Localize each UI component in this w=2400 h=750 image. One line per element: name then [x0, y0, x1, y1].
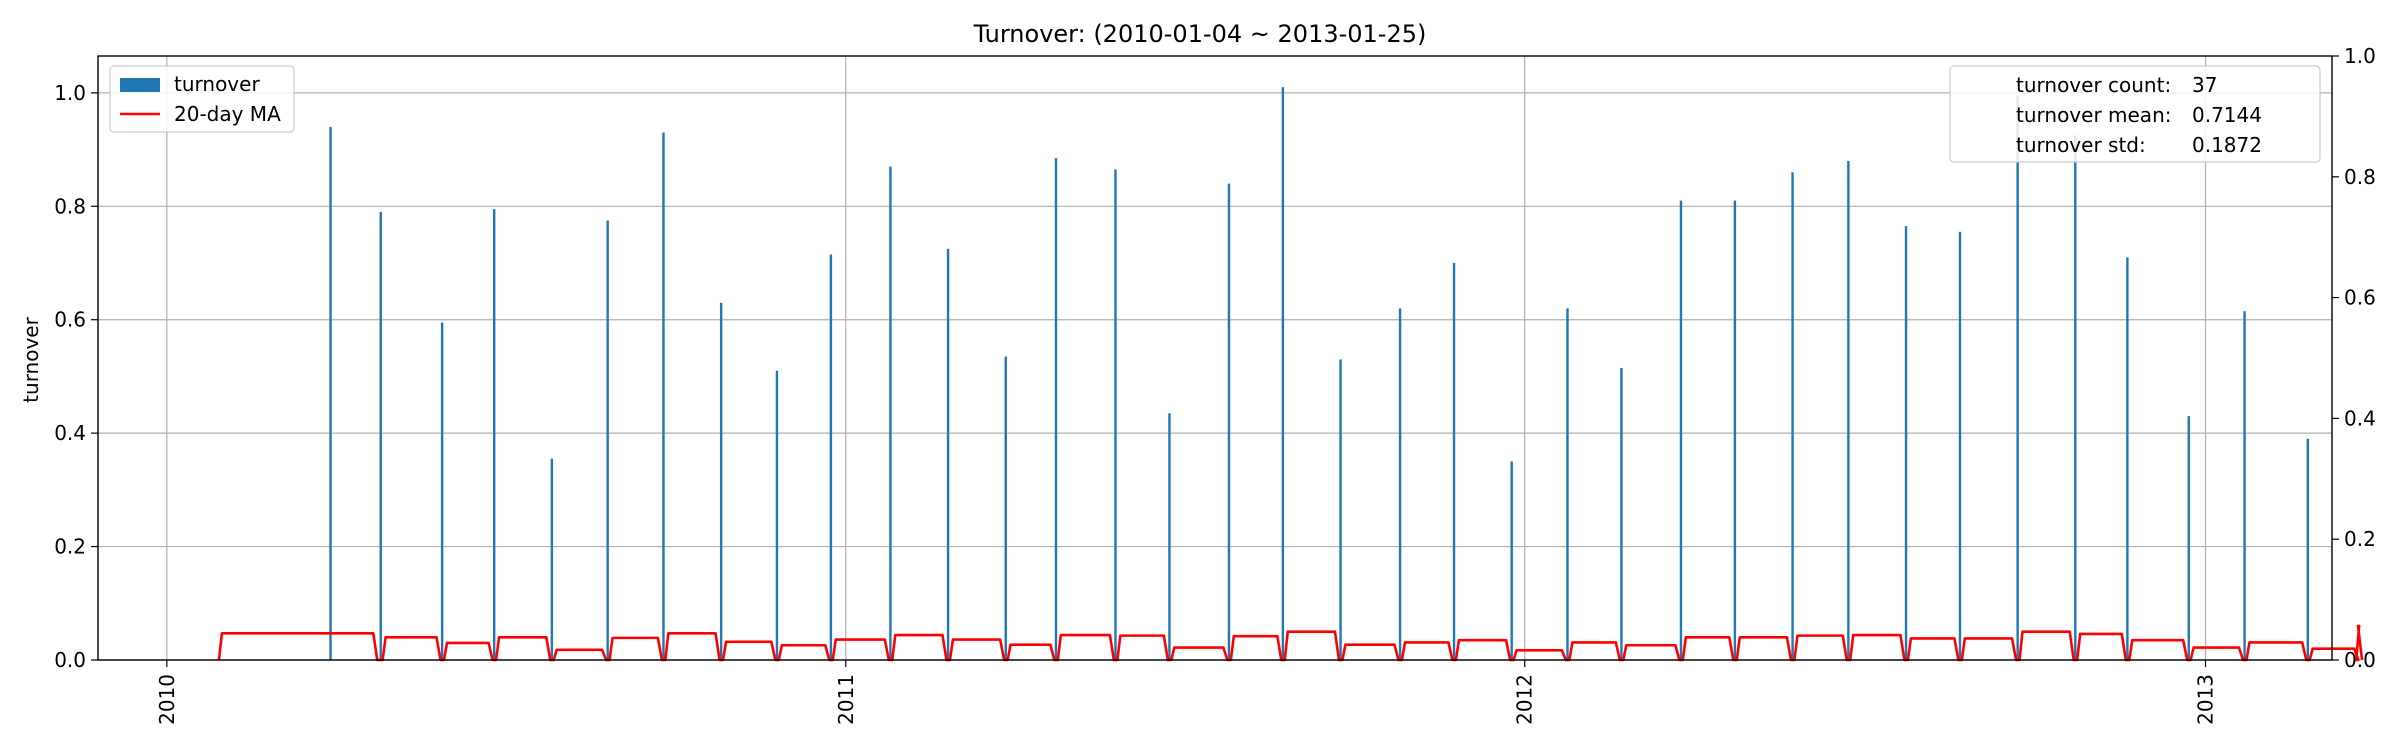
turnover-bar — [1054, 158, 1058, 660]
turnover-bar — [440, 322, 444, 660]
y-right-tick-label: 0.2 — [2344, 527, 2376, 551]
stats-label: turnover count: — [2016, 73, 2171, 97]
turnover-bar — [493, 209, 496, 660]
turnover-bar — [889, 166, 892, 660]
y-tick-label: 0.6 — [54, 308, 86, 332]
stats-box: turnover count: 37 turnover mean: 0.7144 tur… — [1949, 65, 2321, 163]
legend: turnover 20-day MA — [109, 65, 295, 133]
turnover-bar — [1791, 172, 1794, 660]
stats-value: 0.1872 — [2192, 133, 2262, 157]
turnover-bar — [1566, 308, 1569, 660]
y-axis-label: turnover — [19, 316, 43, 402]
turnover-bar — [1114, 169, 1117, 660]
legend-label-ma: 20-day MA — [174, 102, 281, 126]
y-right-tick-label: 0.4 — [2344, 406, 2376, 430]
turnover-bar — [550, 458, 554, 660]
legend-label-turnover: turnover — [174, 72, 260, 96]
turnover-bar — [1620, 367, 1623, 660]
chart-title: Turnover: (2010-01-04 ~ 2013-01-25) — [973, 20, 1427, 48]
x-tick-label: 2013 — [2194, 674, 2218, 725]
y-right-tick-label: 0.8 — [2344, 165, 2376, 189]
turnover-bar — [2074, 135, 2077, 661]
turnover-bar — [1004, 356, 1007, 660]
stats-box-frame — [1949, 65, 2321, 163]
turnover-bar — [1679, 200, 1683, 660]
turnover-bar — [1510, 461, 1513, 660]
stats-label: turnover std: — [2016, 133, 2146, 157]
x-tick-label: 2010 — [155, 674, 179, 725]
y-tick-label: 0.8 — [54, 194, 86, 218]
turnover-bar — [2306, 438, 2310, 660]
x-tick-label: 2011 — [834, 674, 858, 725]
plot-frame — [97, 55, 2333, 661]
turnover-bar — [1958, 231, 1962, 661]
ma-line — [217, 624, 2364, 662]
turnover-bar — [2187, 416, 2190, 660]
axes: 0.0 0.2 0.4 0.6 0.8 1.0 0.0 0.2 0.4 0.6 0.8 1.0 2010… — [54, 44, 2376, 725]
turnover-bar — [1339, 359, 1342, 660]
stats-value: 37 — [2192, 73, 2217, 97]
y-right-tick-label: 0.0 — [2344, 648, 2376, 672]
turnover-bar — [946, 248, 950, 660]
ma-series-line — [217, 624, 2364, 662]
turnover-bar — [1733, 200, 1737, 660]
turnover-bar — [1281, 87, 1285, 660]
turnover-bar — [379, 211, 382, 660]
stats-label: turnover mean: — [2016, 103, 2171, 127]
turnover-bar — [2016, 95, 2019, 661]
stats-value: 0.7144 — [2192, 103, 2262, 127]
turnover-bar — [775, 370, 779, 660]
turnover-bar — [329, 126, 332, 660]
legend-swatch-turnover — [120, 78, 160, 92]
turnover-bar — [1847, 160, 1850, 661]
y-tick-label: 0.2 — [54, 535, 86, 559]
y-tick-label: 1.0 — [54, 81, 86, 105]
turnover-bar — [2243, 311, 2246, 660]
y-tick-label: 0.4 — [54, 421, 86, 445]
turnover-bar — [1904, 226, 1908, 660]
turnover-bar — [719, 302, 723, 660]
y-right-tick-label: 1.0 — [2344, 44, 2376, 68]
y-right-tick-label: 0.6 — [2344, 286, 2376, 310]
y-tick-label: 0.0 — [54, 648, 86, 672]
turnover-bar — [1398, 308, 1402, 660]
turnover-bar — [1452, 263, 1456, 660]
turnover-bars — [329, 87, 2310, 661]
turnover-bar — [662, 132, 665, 661]
x-tick-label: 2012 — [1513, 674, 1537, 725]
turnover-bar — [829, 254, 833, 660]
turnover-bar — [1227, 183, 1231, 660]
turnover-bar — [2126, 257, 2129, 660]
turnover-bar — [1168, 413, 1171, 660]
turnover-bar — [606, 220, 609, 660]
